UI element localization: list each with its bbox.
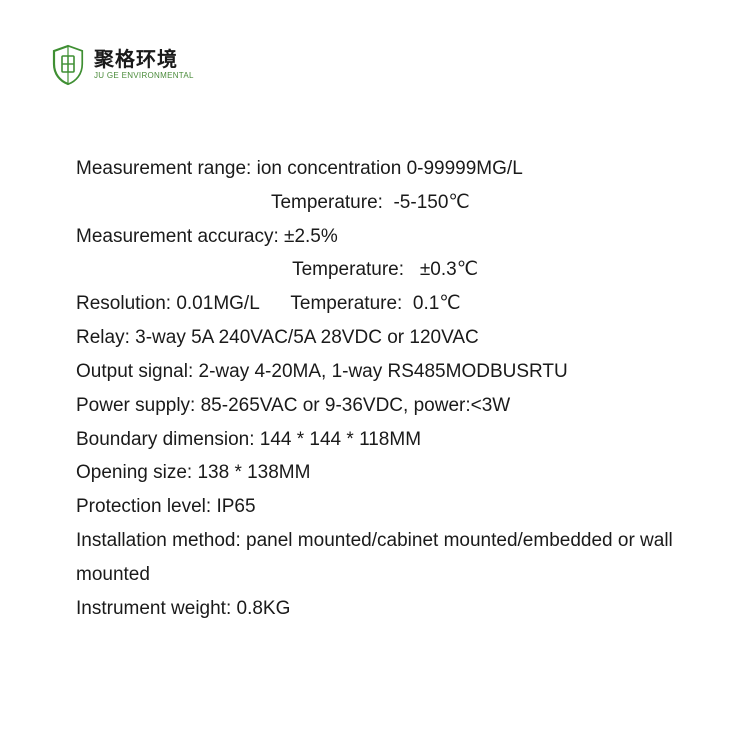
spec-protection-level: Protection level: IP65	[76, 490, 690, 524]
logo-english: JU GE ENVIRONMENTAL	[94, 72, 194, 80]
spec-boundary-dimension: Boundary dimension: 144 * 144 * 118MM	[76, 423, 690, 457]
spec-power-supply: Power supply: 85-265VAC or 9-36VDC, powe…	[76, 389, 690, 423]
spec-temperature-accuracy: Temperature: ±0.3℃	[76, 253, 690, 287]
shield-icon	[50, 44, 86, 86]
spec-measurement-range: Measurement range: ion concentration 0-9…	[76, 152, 690, 186]
company-logo: 聚格环境 JU GE ENVIRONMENTAL	[50, 44, 194, 86]
spec-installation-method: Installation method: panel mounted/cabin…	[76, 524, 690, 592]
spec-resolution: Resolution: 0.01MG/L Temperature: 0.1℃	[76, 287, 690, 321]
spec-relay: Relay: 3-way 5A 240VAC/5A 28VDC or 120VA…	[76, 321, 690, 355]
logo-text: 聚格环境 JU GE ENVIRONMENTAL	[94, 50, 194, 80]
spec-instrument-weight: Instrument weight: 0.8KG	[76, 592, 690, 626]
spec-temperature-range: Temperature: -5-150℃	[76, 186, 690, 220]
specification-list: Measurement range: ion concentration 0-9…	[76, 152, 690, 625]
spec-measurement-accuracy: Measurement accuracy: ±2.5%	[76, 220, 690, 254]
logo-chinese: 聚格环境	[94, 50, 194, 70]
spec-output-signal: Output signal: 2-way 4-20MA, 1-way RS485…	[76, 355, 690, 389]
spec-opening-size: Opening size: 138 * 138MM	[76, 456, 690, 490]
